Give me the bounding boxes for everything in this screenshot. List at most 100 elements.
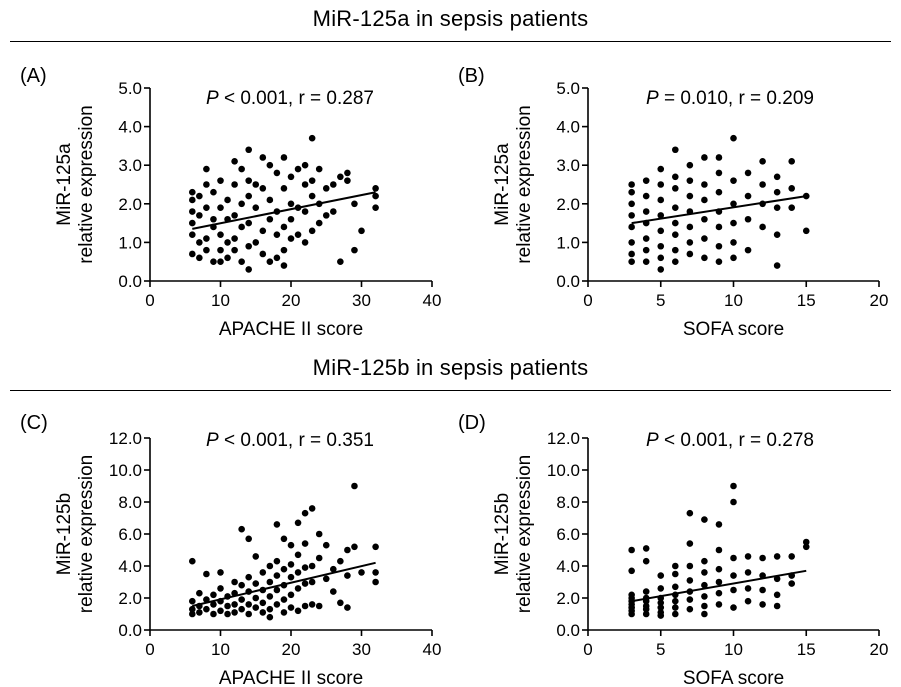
data-point bbox=[217, 585, 224, 592]
data-point bbox=[730, 482, 737, 490]
y-tick-label: 12.0 bbox=[547, 429, 580, 448]
data-point bbox=[701, 602, 708, 610]
data-point bbox=[773, 204, 781, 211]
data-point bbox=[301, 208, 309, 215]
y-tick-label: 6.0 bbox=[118, 525, 142, 544]
data-point bbox=[628, 181, 635, 188]
data-point bbox=[657, 599, 665, 607]
data-point bbox=[351, 543, 358, 551]
y-tick-label: 10.0 bbox=[109, 461, 142, 480]
y-tick-label: 4.0 bbox=[118, 557, 142, 576]
data-point bbox=[238, 200, 245, 208]
data-point bbox=[322, 575, 330, 583]
data-point bbox=[231, 601, 238, 608]
data-point bbox=[715, 589, 723, 597]
data-point bbox=[259, 250, 267, 258]
data-point bbox=[744, 553, 752, 560]
data-point bbox=[686, 192, 694, 200]
y-tick-label: 0.0 bbox=[556, 272, 580, 291]
data-point bbox=[773, 173, 781, 181]
data-point bbox=[730, 177, 737, 184]
data-point bbox=[730, 498, 737, 506]
data-point bbox=[294, 519, 302, 527]
y-tick-label: 6.0 bbox=[556, 525, 580, 544]
data-point bbox=[715, 223, 723, 231]
data-point bbox=[744, 585, 752, 592]
data-point bbox=[203, 570, 210, 578]
data-point bbox=[701, 516, 708, 523]
y-tick-label: 0.0 bbox=[556, 621, 580, 640]
x-axis-title: SOFA score bbox=[683, 319, 784, 340]
section-title-mir125a: MiR-125a in sepsis patients bbox=[312, 6, 589, 31]
data-point bbox=[672, 185, 679, 192]
data-point bbox=[245, 177, 252, 184]
data-point bbox=[217, 246, 224, 254]
stats-values: < 0.001, r = 0.278 bbox=[659, 430, 814, 451]
data-point bbox=[287, 215, 295, 223]
x-tick-label: 20 bbox=[282, 291, 301, 310]
data-point bbox=[203, 181, 210, 188]
data-point bbox=[203, 235, 210, 242]
data-point bbox=[259, 599, 267, 607]
x-tick-label: 10 bbox=[211, 291, 230, 310]
data-point bbox=[189, 605, 196, 613]
data-point bbox=[301, 580, 309, 587]
data-point bbox=[196, 254, 203, 262]
data-point bbox=[802, 227, 810, 235]
data-point bbox=[759, 158, 766, 165]
p-value-symbol: P bbox=[646, 430, 659, 451]
data-point bbox=[730, 200, 737, 208]
data-point bbox=[686, 250, 694, 258]
x-tick-label: 20 bbox=[282, 640, 301, 659]
data-point bbox=[266, 613, 274, 621]
data-point bbox=[322, 212, 330, 219]
data-point bbox=[245, 573, 252, 581]
y-tick-label: 2.0 bbox=[556, 589, 580, 608]
data-point bbox=[628, 250, 635, 258]
data-point bbox=[628, 212, 635, 219]
data-point bbox=[701, 215, 708, 223]
data-point bbox=[715, 242, 723, 250]
p-value-symbol: P bbox=[646, 88, 659, 109]
data-point bbox=[730, 604, 737, 611]
data-point bbox=[372, 185, 379, 192]
data-point bbox=[238, 525, 245, 533]
data-point bbox=[330, 588, 337, 595]
data-point bbox=[196, 239, 203, 246]
data-point bbox=[657, 181, 665, 188]
y-tick-label: 2.0 bbox=[556, 195, 580, 214]
data-point bbox=[189, 250, 196, 258]
data-point bbox=[189, 208, 196, 215]
data-point bbox=[259, 227, 267, 235]
data-point bbox=[701, 181, 708, 188]
data-point bbox=[259, 609, 267, 616]
section-divider bbox=[10, 41, 891, 42]
data-point bbox=[245, 192, 252, 200]
data-point bbox=[245, 601, 252, 608]
data-point bbox=[231, 609, 238, 616]
data-point bbox=[273, 521, 281, 528]
data-point bbox=[672, 583, 679, 591]
data-point bbox=[287, 173, 295, 181]
data-point bbox=[788, 158, 795, 165]
regression-line bbox=[631, 195, 807, 225]
data-point bbox=[287, 591, 295, 599]
data-point bbox=[252, 594, 260, 602]
data-point bbox=[280, 609, 288, 616]
data-point bbox=[280, 223, 288, 231]
data-point bbox=[715, 188, 723, 196]
data-point bbox=[337, 557, 344, 565]
data-point bbox=[210, 610, 217, 618]
data-point bbox=[231, 181, 238, 188]
y-axis-title: relative expression bbox=[76, 105, 97, 263]
data-point bbox=[672, 562, 679, 570]
section-divider bbox=[10, 390, 891, 391]
data-point bbox=[344, 177, 351, 184]
data-point bbox=[189, 610, 196, 618]
data-point bbox=[294, 165, 302, 173]
data-point bbox=[308, 601, 316, 608]
data-point bbox=[315, 165, 323, 173]
y-tick-label: 8.0 bbox=[118, 493, 142, 512]
data-point bbox=[715, 565, 723, 573]
data-point bbox=[210, 258, 217, 266]
